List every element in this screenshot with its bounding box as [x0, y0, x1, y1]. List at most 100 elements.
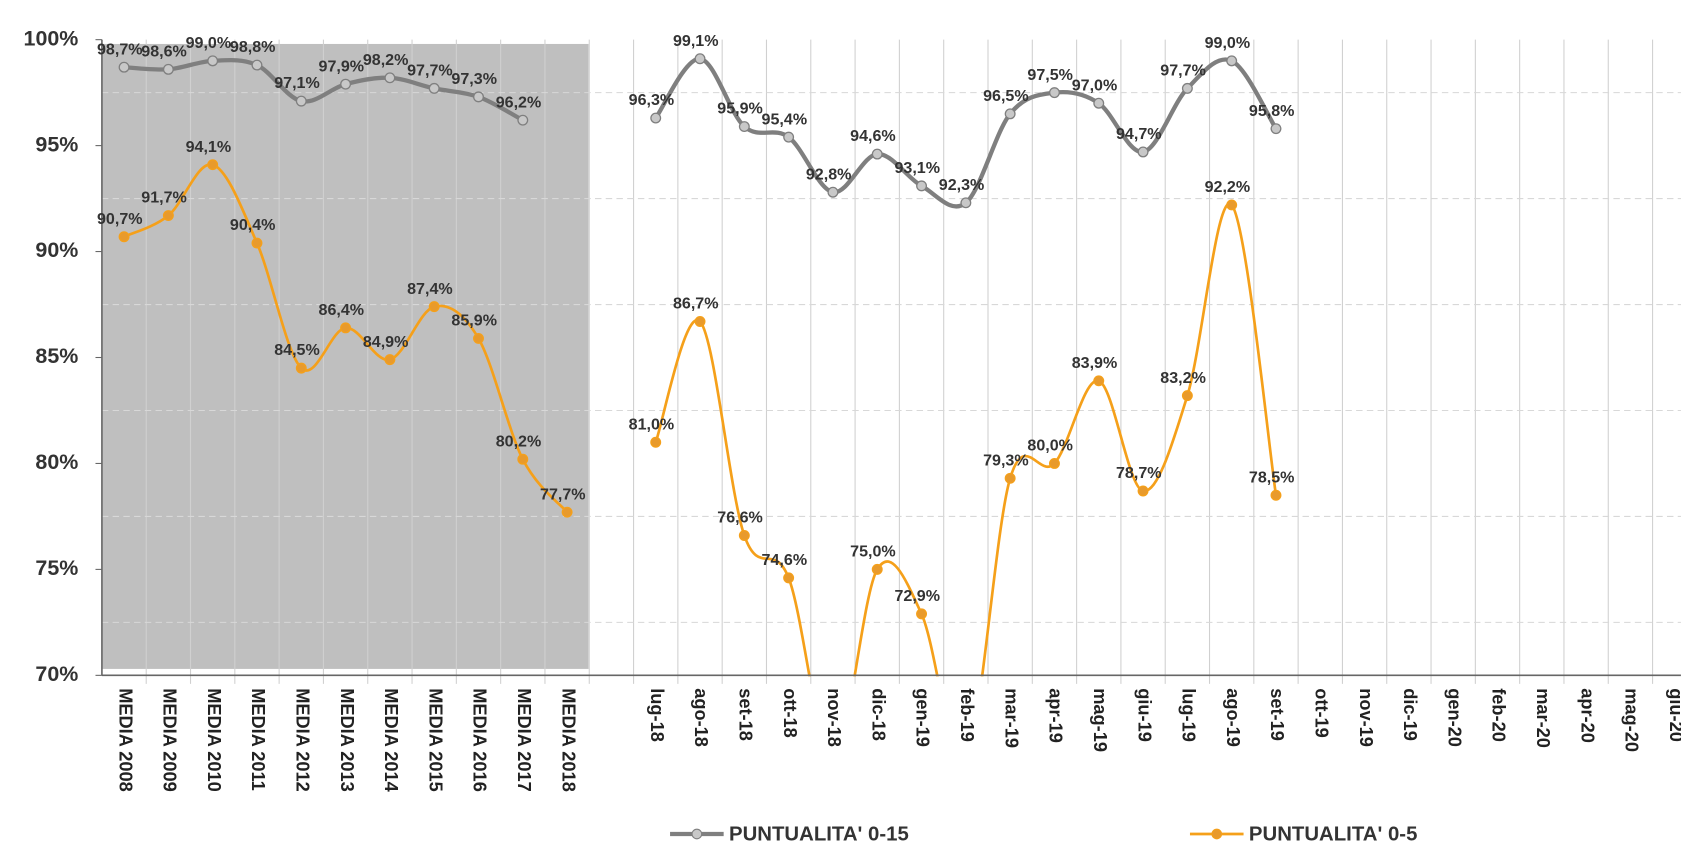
- data-label: 98,8%: [230, 38, 276, 56]
- x-tick-label: MEDIA 2016: [470, 688, 490, 792]
- data-label: 97,7%: [407, 62, 453, 80]
- point: [384, 72, 396, 84]
- point: [1048, 87, 1060, 99]
- data-label: 97,9%: [319, 57, 365, 75]
- legend-marker: [1211, 828, 1223, 840]
- data-label: 84,5%: [274, 341, 320, 359]
- data-label: 99,0%: [186, 34, 232, 52]
- x-tick-label: lug-18: [647, 688, 667, 742]
- point: [295, 95, 307, 107]
- x-tick-label: mar-20: [1533, 688, 1553, 748]
- point: [162, 210, 174, 222]
- x-tick-label: apr-20: [1577, 688, 1597, 743]
- data-label: 93,1%: [894, 159, 940, 177]
- x-tick-label: gen-19: [913, 688, 933, 747]
- x-tick-label: set-19: [1267, 688, 1287, 741]
- data-label: 74,6%: [762, 551, 808, 569]
- data-label: 76,6%: [717, 509, 763, 527]
- point: [162, 63, 174, 75]
- point: [650, 436, 662, 448]
- point: [1137, 485, 1149, 497]
- data-label: 97,3%: [451, 70, 497, 88]
- data-label: 81,0%: [629, 415, 675, 433]
- data-label: 85,9%: [451, 312, 497, 330]
- point: [1270, 489, 1282, 501]
- data-label: 99,0%: [1205, 34, 1251, 52]
- point: [1226, 55, 1238, 67]
- x-tick-label: mag-19: [1090, 688, 1110, 752]
- y-tick-label: 80%: [35, 450, 78, 474]
- point: [871, 148, 883, 160]
- point: [207, 55, 219, 67]
- y-tick-label: 95%: [35, 132, 78, 156]
- point: [384, 354, 396, 366]
- x-tick-label: MEDIA 2014: [381, 688, 401, 792]
- x-tick-label: ago-19: [1223, 688, 1243, 747]
- point: [694, 316, 706, 327]
- x-tick-label: MEDIA 2012: [292, 688, 312, 792]
- data-label: 72,9%: [894, 587, 940, 605]
- point: [428, 301, 440, 313]
- data-label: 78,7%: [1116, 464, 1162, 482]
- point: [1270, 123, 1282, 135]
- point: [207, 159, 219, 171]
- x-tick-label: mar-19: [1001, 688, 1021, 748]
- x-tick-label: MEDIA 2018: [558, 688, 578, 792]
- x-tick-label: lug-19: [1179, 688, 1199, 742]
- data-label: 77,7%: [540, 485, 586, 503]
- y-tick-label: 85%: [35, 344, 78, 368]
- data-label: 96,2%: [496, 93, 542, 111]
- x-tick-label: feb-19: [957, 688, 977, 742]
- point: [251, 59, 263, 71]
- point: [428, 82, 440, 94]
- x-tick-label: feb-20: [1489, 688, 1509, 742]
- point: [694, 53, 706, 65]
- data-label: 91,7%: [141, 189, 187, 207]
- point: [1093, 375, 1105, 387]
- data-label: 86,7%: [673, 295, 719, 313]
- x-tick-label: mag-20: [1622, 688, 1642, 752]
- point: [1004, 108, 1016, 120]
- point: [783, 131, 795, 143]
- data-label: 97,0%: [1072, 76, 1118, 94]
- x-tick-label: MEDIA 2009: [160, 688, 180, 792]
- data-label: 83,2%: [1160, 369, 1206, 387]
- legend-marker: [691, 828, 703, 840]
- data-label: 86,4%: [319, 301, 365, 319]
- x-tick-label: MEDIA 2011: [248, 688, 268, 791]
- point: [118, 61, 130, 73]
- data-label: 94,6%: [850, 127, 896, 145]
- point: [340, 78, 352, 90]
- point: [517, 114, 529, 126]
- point: [340, 322, 352, 334]
- data-label: 95,4%: [762, 110, 808, 128]
- data-label: 80,2%: [496, 432, 542, 450]
- data-label: 80,0%: [1027, 437, 1073, 455]
- data-label: 90,7%: [97, 210, 143, 228]
- point: [827, 186, 839, 198]
- y-tick-label: 90%: [35, 238, 78, 262]
- data-label: 92,3%: [939, 176, 985, 194]
- point: [517, 453, 529, 465]
- point: [473, 91, 484, 103]
- y-tick-label: 100%: [24, 26, 79, 50]
- data-label: 84,9%: [363, 333, 409, 351]
- legend-label: PUNTUALITA' 0-15: [729, 823, 909, 845]
- data-label: 75,0%: [850, 543, 896, 561]
- data-label: 95,9%: [717, 100, 763, 118]
- x-tick-label: MEDIA 2008: [115, 688, 135, 792]
- point: [738, 121, 750, 133]
- data-label: 97,5%: [1027, 66, 1073, 84]
- data-label: 83,9%: [1072, 354, 1118, 372]
- point: [473, 332, 484, 344]
- point: [251, 237, 263, 249]
- point: [960, 197, 972, 209]
- point: [1137, 146, 1149, 158]
- point: [650, 112, 662, 124]
- data-label: 92,8%: [806, 165, 852, 183]
- x-tick-label: apr-19: [1046, 688, 1066, 743]
- x-tick-label: ago-18: [691, 688, 711, 747]
- data-label: 97,7%: [1160, 62, 1206, 80]
- point: [871, 563, 883, 575]
